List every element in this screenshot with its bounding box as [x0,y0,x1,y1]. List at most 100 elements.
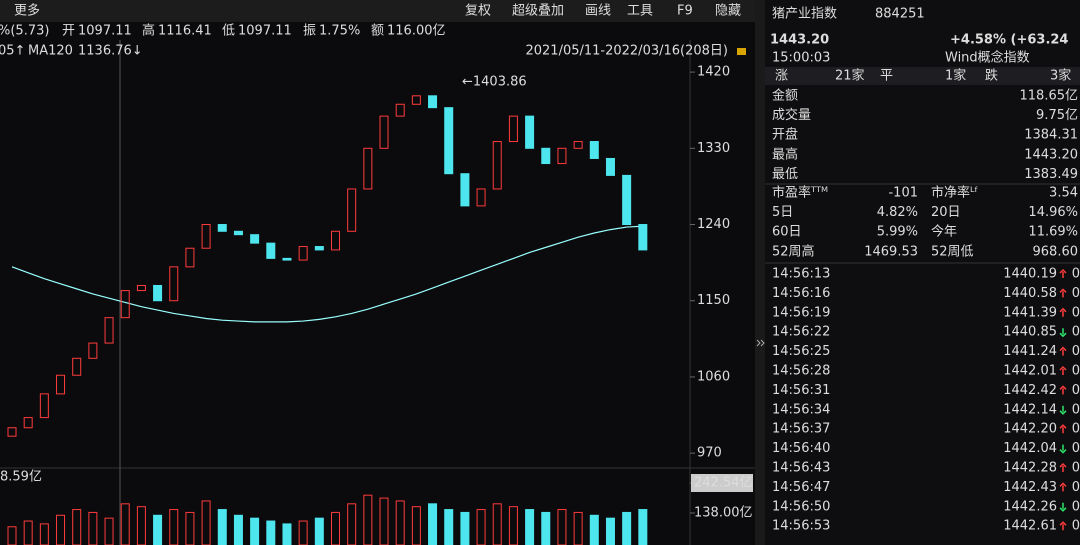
low-label: 低 [222,24,235,39]
stat-label: 最低 [772,167,798,182]
tick-arrow [1059,385,1067,395]
candle [201,224,211,249]
metric-label: 今年 [931,224,957,240]
volume-bar [525,509,535,545]
high-label: 高 [142,23,155,39]
open-label: 开 [62,24,75,39]
volume-bar [605,517,615,545]
y-tick-label: 1150 [697,293,730,308]
toolbar-button[interactable]: 工具 [627,4,653,19]
candle [557,147,567,165]
toolbar-button[interactable]: 超级叠加 [512,4,564,19]
volume-bar [622,511,632,545]
category: Wind概念指数 [945,50,1030,66]
volume-bar [589,514,599,545]
tick-price: 1440.58 [1003,286,1057,301]
tick-arrow [1059,365,1067,375]
y-tick-label: 242.54亿 [694,476,753,491]
chart-bg [0,22,755,545]
tick-time: 14:56:19 [772,305,830,320]
tick-time: 14:56:16 [772,286,830,301]
candle [88,342,98,359]
pct: %(5.73) [0,24,49,39]
tick-time: 14:56:28 [772,364,830,379]
time: 15:00:03 [772,51,830,66]
divider[interactable] [755,0,765,545]
toolbar-button[interactable]: F9 [677,4,693,19]
tick-arrow [1059,328,1067,338]
metric-value: 5.99% [877,225,918,240]
volume-bar [314,517,324,545]
lock-icon [737,48,746,55]
tick-volume: 0 [1072,305,1080,320]
metric-value: 4.82% [877,205,918,220]
volume-bar [460,511,470,545]
volume-bar [444,509,454,545]
candle [476,188,486,207]
down-label: 跌 [985,68,998,84]
tick-arrow [1059,405,1067,415]
candle [622,174,632,226]
candle [298,246,308,261]
tick-price: 1442.26 [1003,499,1057,514]
breadth-bg [765,67,1080,85]
open: 1097.11 [78,24,132,39]
volume-bar [233,514,243,545]
candle [347,188,357,232]
candle [217,224,227,232]
up-count: 21家 [835,68,865,84]
collapse-icon[interactable] [756,339,765,347]
tick-arrow [1059,424,1067,434]
tick-arrow [1059,521,1067,531]
candle [153,284,163,302]
tick-time: 14:56:53 [772,519,830,534]
metric-value: 1469.53 [864,244,918,259]
tick-price: 1442.61 [1003,519,1057,534]
toolbar-button[interactable]: 画线 [585,4,611,19]
tick-price: 1442.43 [1003,480,1057,495]
toolbar-button[interactable]: 复权 [465,3,491,19]
tick-volume: 0 [1072,441,1080,456]
down-count: 3家 [1050,68,1071,84]
tick-volume: 0 [1072,480,1080,495]
candle [573,141,583,149]
tick-volume: 0 [1072,344,1080,359]
tick-time: 14:56:34 [772,402,830,417]
tick-volume: 0 [1072,383,1080,398]
stat-value: 1383.49 [1024,167,1078,182]
candle [525,115,535,149]
tick-price: 1442.28 [1003,461,1057,476]
candle [638,224,648,251]
tick-volume: 0 [1072,402,1080,417]
y-tick-label: 1240 [697,217,730,232]
date-range: 2021/05/11-2022/03/16(208日) [525,44,728,59]
tick-arrow [1059,502,1067,512]
candle [605,157,615,176]
metric-value: 968.60 [1033,244,1079,259]
y-tick-label: 138.00亿 [694,505,753,520]
tick-time: 14:56:25 [772,344,830,359]
stat-value: 1384.31 [1024,128,1078,143]
tick-volume: 0 [1072,461,1080,476]
metric-value: 14.96% [1028,205,1078,220]
stat-value: 118.65亿 [1020,89,1079,104]
flat-label: 平 [880,69,893,84]
candle [314,246,324,251]
ma120-label: MA120 [28,44,73,59]
candle [250,234,260,244]
stat-label: 成交量 [772,107,811,123]
y-tick-label: 970 [697,446,722,461]
toolbar-button[interactable]: 隐藏 [715,4,741,19]
candle [428,95,438,109]
tick-time: 14:56:47 [772,480,830,495]
low: 1097.11 [238,24,292,39]
stat-label: 开盘 [772,127,798,143]
tick-price: 1442.14 [1003,402,1057,417]
tick-time: 14:56:40 [772,441,830,456]
candle [7,427,17,437]
candle [185,247,195,268]
candle [233,230,243,236]
y-tick-label: 1420 [697,65,730,80]
tick-time: 14:56:22 [772,325,830,340]
